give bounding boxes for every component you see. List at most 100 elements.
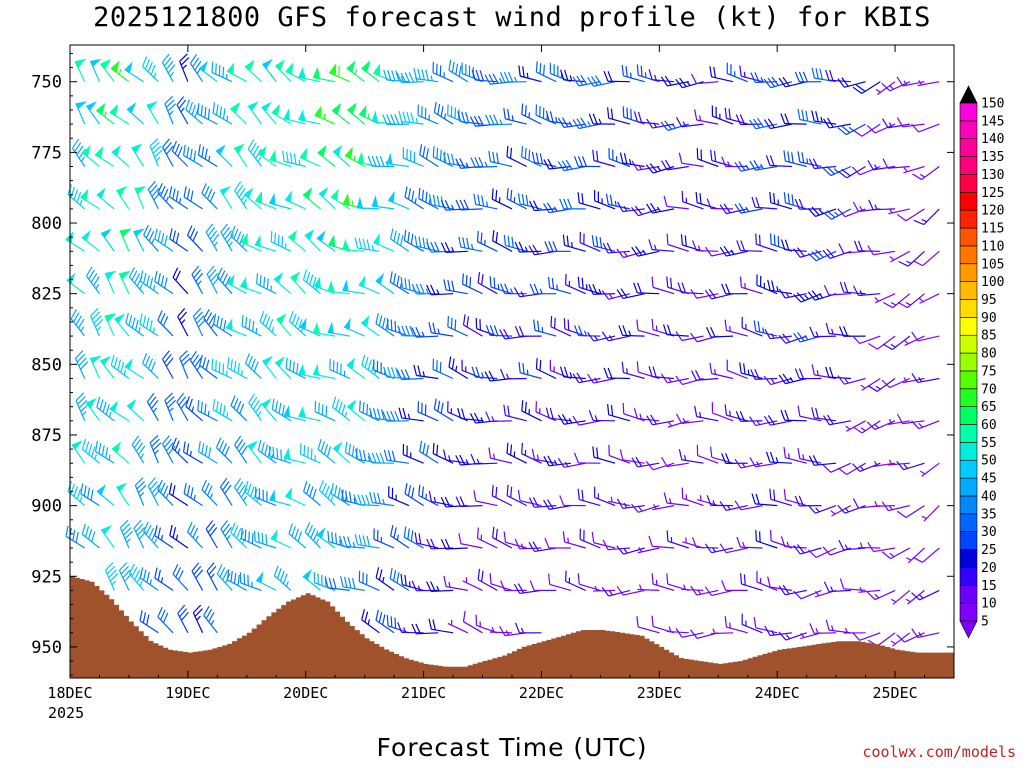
wind-barb xyxy=(645,461,675,471)
wind-barb xyxy=(109,103,130,125)
wind-barb xyxy=(491,188,513,210)
colorbar-label: 90 xyxy=(981,311,997,326)
x-tick-label: 23DEC xyxy=(637,684,682,702)
wind-barbs-layer xyxy=(65,53,940,647)
wind-barb xyxy=(172,267,189,295)
colorbar-swatch xyxy=(959,192,978,211)
colorbar-label: 65 xyxy=(981,400,997,415)
wind-barb xyxy=(633,111,660,125)
wind-barb xyxy=(513,583,542,595)
wind-barb xyxy=(719,501,748,511)
wind-barb xyxy=(373,528,395,549)
wind-barb xyxy=(404,186,424,210)
wind-barb xyxy=(491,485,513,507)
wind-barb xyxy=(601,587,631,597)
wind-barb xyxy=(324,577,350,591)
wind-barb xyxy=(606,107,631,125)
colorbar-swatch xyxy=(959,281,978,300)
colorbar-swatch xyxy=(959,317,978,336)
wind-barb xyxy=(302,569,321,591)
wind-barb xyxy=(177,604,189,634)
wind-barb xyxy=(888,208,910,215)
wind-barb xyxy=(440,242,468,253)
wind-barb xyxy=(662,324,689,337)
wind-barb xyxy=(185,396,203,422)
wind-barb xyxy=(588,113,616,125)
wind-barb xyxy=(734,161,763,172)
wind-barb xyxy=(199,354,218,379)
wind-barb xyxy=(216,267,233,295)
wind-barb xyxy=(867,335,896,350)
wind-barb xyxy=(852,123,881,137)
wind-barb xyxy=(485,114,513,126)
colorbar-label: 125 xyxy=(981,186,1004,201)
colorbar-min-arrow xyxy=(959,620,978,639)
wind-barb xyxy=(617,201,645,213)
wind-barb xyxy=(793,292,822,303)
wind-barb xyxy=(283,108,306,125)
wind-barb xyxy=(314,400,336,422)
wind-barb xyxy=(721,580,748,592)
wind-barb xyxy=(75,101,88,125)
wind-barb xyxy=(675,117,704,128)
wind-barb xyxy=(354,237,380,252)
wind-barb xyxy=(390,228,410,252)
wind-barb xyxy=(417,104,439,125)
colorbar-swatch xyxy=(959,549,978,568)
wind-barb xyxy=(557,414,586,425)
credit-link[interactable]: coolwx.com/models xyxy=(862,743,1016,761)
wind-barb xyxy=(473,490,498,507)
wind-barb xyxy=(226,357,248,380)
x-axis: 18DEC 19DEC 20DEC 21DEC 22DEC 23DEC 24DEC 25DEC xyxy=(47,45,926,702)
y-tick-label: 750 xyxy=(31,73,62,93)
wind-barb xyxy=(823,581,851,593)
wind-barb xyxy=(919,462,940,477)
wind-barb xyxy=(332,144,351,167)
wind-barb xyxy=(867,245,896,256)
wind-barb xyxy=(462,314,483,337)
wind-barb xyxy=(562,531,586,549)
wind-barb xyxy=(244,481,262,507)
colorbar-swatch xyxy=(959,263,978,282)
wind-barb xyxy=(139,567,159,591)
wind-barb xyxy=(704,288,734,300)
wind-barb xyxy=(330,483,351,507)
wind-barb xyxy=(162,138,174,167)
wind-barb xyxy=(660,120,689,131)
wind-barb xyxy=(808,455,837,466)
wind-barb xyxy=(70,309,86,337)
wind-barb xyxy=(440,538,468,550)
wind-barb xyxy=(778,584,807,596)
wind-barb xyxy=(681,190,704,210)
wind-barb xyxy=(244,353,262,379)
wind-barb xyxy=(387,190,410,210)
wind-barb xyxy=(631,503,660,513)
wind-barb xyxy=(268,192,292,210)
wind-barb xyxy=(96,187,115,210)
wind-barb xyxy=(182,144,203,168)
wind-barb xyxy=(330,188,351,210)
wind-barb xyxy=(651,573,675,591)
wind-barb xyxy=(724,319,748,337)
wind-barb xyxy=(601,290,631,300)
wind-barb xyxy=(197,144,218,168)
wind-barb xyxy=(631,205,660,217)
colorbar-swatch xyxy=(959,370,978,390)
colorbar-swatch xyxy=(959,209,978,229)
wind-barb xyxy=(602,539,630,551)
colorbar-label: 5 xyxy=(981,615,989,630)
wind-barb xyxy=(299,317,321,337)
wind-barb xyxy=(201,479,218,507)
wind-barb xyxy=(147,477,162,506)
wind-barb xyxy=(142,352,159,379)
wind-barb xyxy=(471,69,498,83)
wind-barb xyxy=(645,163,675,174)
colorbar-label: 80 xyxy=(981,347,997,362)
wind-barb xyxy=(617,498,645,509)
wind-barb xyxy=(168,186,189,210)
colorbar-swatch xyxy=(959,531,978,550)
wind-barb xyxy=(811,110,837,125)
wind-barb xyxy=(360,60,380,83)
wind-barb xyxy=(809,326,837,338)
wind-barb xyxy=(358,275,380,295)
